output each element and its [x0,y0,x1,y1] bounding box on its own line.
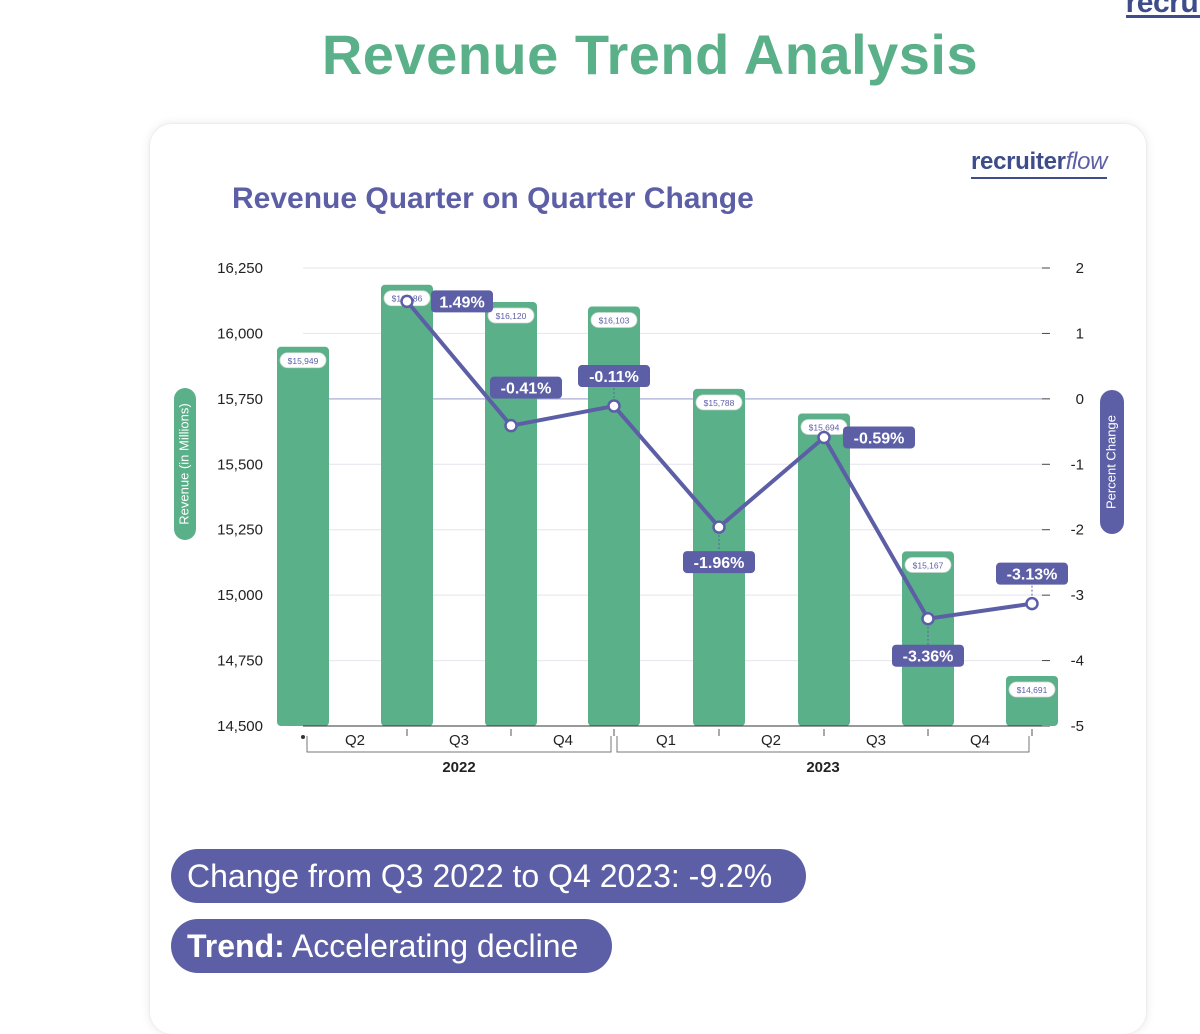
y-tick-label: 14,500 [217,718,263,735]
percent-point [1025,596,1039,611]
y-tick-label: 14,750 [217,653,263,670]
y2-tick-label: 2 [1076,260,1084,277]
bar-value-label: $15,788 [704,398,735,408]
percent-value-label: -0.59% [854,430,905,447]
percent-value-label: -0.41% [501,381,552,398]
percent-point [921,611,935,626]
percent-value-label: 1.49% [439,294,484,311]
x-tick-label: Q1 [656,732,676,749]
bar-label-bg [695,394,743,411]
percent-point [504,418,518,433]
percent-value-label: -0.11% [589,369,639,386]
bar-label-bg [487,307,535,324]
y-tick-label: 15,000 [217,587,263,604]
bar-value-label: $15,949 [288,356,319,366]
y-tick-label: 15,250 [217,522,263,539]
year-bracket [616,736,1030,753]
percent-value-label: -3.13% [1007,567,1058,584]
percent-label-bg [490,376,562,399]
year-label: 2022 [442,759,475,776]
bar [798,413,850,726]
percent-point [712,520,726,534]
percent-label-bg [431,290,493,313]
x-tick-label: Q4 [553,732,573,749]
y-axis-title: Revenue (in Millions) [176,403,191,524]
percent-label-bg [843,426,915,449]
percent-label-bg [578,365,650,388]
percent-label-bg [683,551,755,574]
percent-value-label: -1.96% [694,555,745,572]
y2-tick-label: 1 [1076,325,1084,342]
brand-logo-part1: recruiter [971,148,1066,175]
bar [277,346,329,726]
year-label: 2023 [806,759,839,776]
y-tick-label: 16,000 [217,325,263,342]
bar [588,306,640,726]
x-tick-label: Q3 [449,732,469,749]
year-bracket [306,736,612,753]
x-tick-label: Q3 [866,732,886,749]
x-tick-label: Q2 [345,732,365,749]
y-tick-label: 16,250 [217,260,263,277]
trend-value: Accelerating decline [291,928,579,964]
chart-title: Revenue Quarter on Quarter Change [232,182,754,215]
x-axis-origin-dot [301,735,305,739]
bar-value-label: $15,694 [809,423,840,433]
bar-label-bg [904,557,952,573]
x-tick-label: Q4 [970,732,990,749]
bar [381,284,433,726]
bar-label-bg [1008,681,1056,698]
x-tick-label: Q2 [761,732,781,749]
bar-value-label: $16,103 [599,315,630,325]
bar-label-bg [279,352,327,369]
percent-label-bg [996,562,1068,585]
bar [485,302,537,726]
bar-value-label: $16,120 [496,311,527,321]
bar-label-bg [590,312,638,328]
percent-value-label: -3.36% [903,649,954,666]
y-tick-label: 15,750 [217,391,263,408]
percent-point [817,430,831,445]
y2-axis-title-bg [1100,390,1124,534]
y-axis-title-bg [174,388,196,540]
bar-value-label: $14,691 [1017,685,1048,695]
percent-point [607,399,621,413]
trend-label: Trend: [187,928,285,964]
brand-logo: recruiterflow [971,148,1108,179]
y2-tick-label: -3 [1071,587,1084,604]
y2-axis-title: Percent Change [1103,415,1118,509]
y2-tick-label: -1 [1071,456,1084,473]
brand-logo-part2: flow [1065,148,1108,175]
y2-tick-label: -4 [1071,653,1084,670]
y-tick-label: 15,500 [217,456,263,473]
percent-point [400,294,414,309]
percent-label-bg [892,644,964,667]
corner-logo: recrui [1125,0,1200,20]
change-summary-pill: Change from Q3 2022 to Q4 2023: -9.2% [171,849,807,903]
trend-summary-pill: Trend: Accelerating decline [171,919,613,973]
bar-value-label: $15,167 [913,560,944,570]
y2-tick-label: -5 [1071,718,1084,735]
y2-tick-label: -2 [1071,522,1084,539]
y2-tick-label: 0 [1076,391,1084,408]
page-title: Revenue Trend Analysis [321,23,979,86]
